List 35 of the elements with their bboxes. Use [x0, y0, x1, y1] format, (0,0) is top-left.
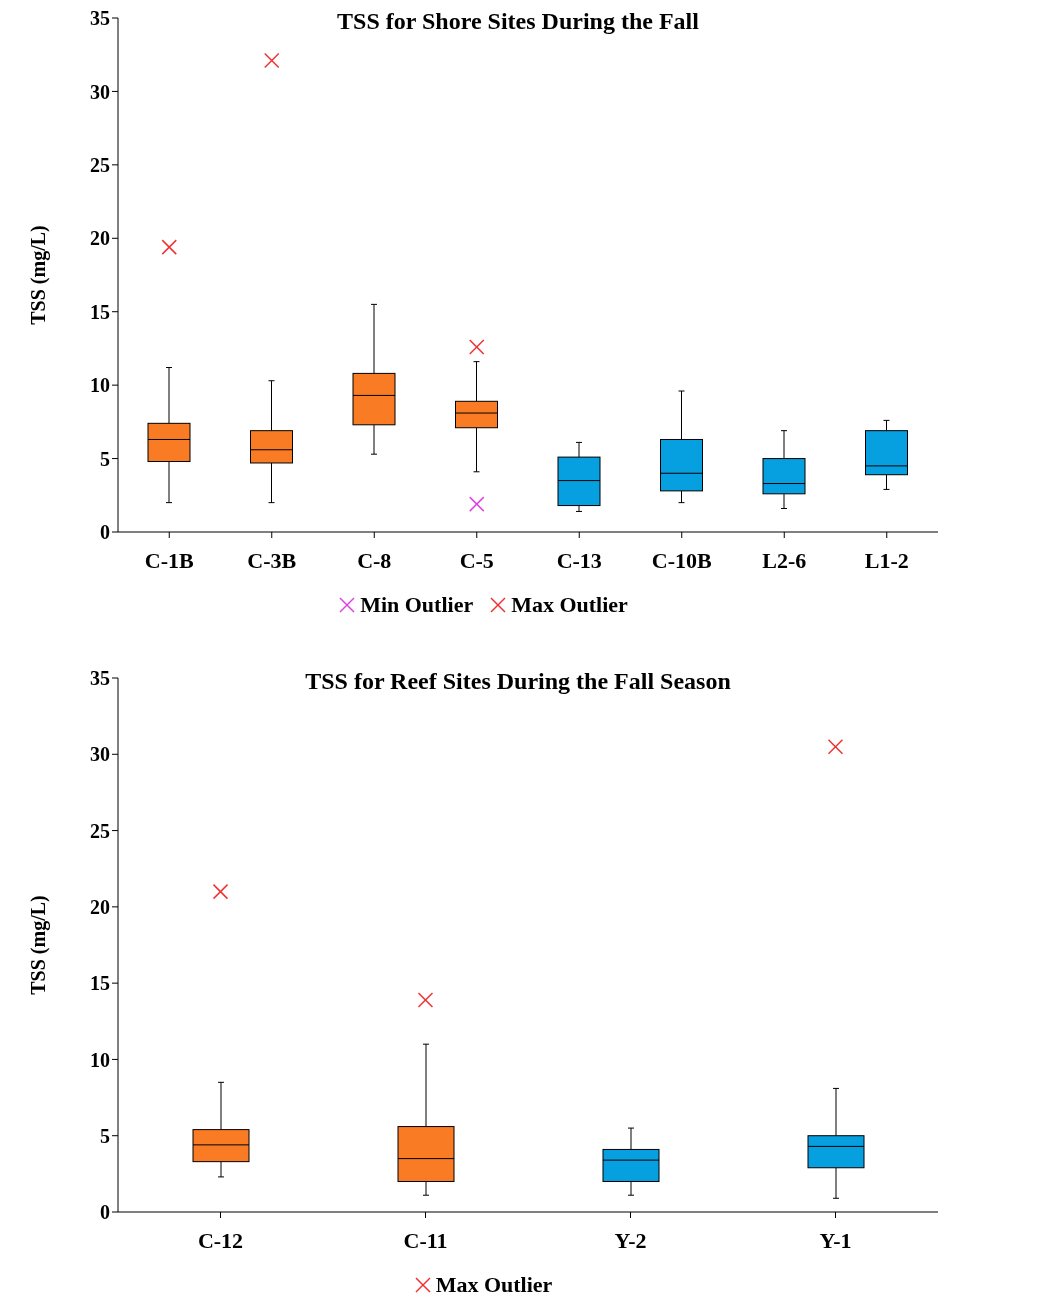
y-tick-label: 5 — [100, 1124, 110, 1147]
y-axis-title: TSS (mg/L) — [27, 895, 51, 995]
x-tick-label: C-3B — [247, 547, 297, 573]
x-tick-label: C-13 — [556, 547, 602, 573]
y-tick-label: 10 — [90, 374, 110, 397]
legend-label: Max Outlier — [510, 592, 628, 618]
y-tick-label: 5 — [100, 447, 110, 470]
y-tick-label: 20 — [90, 895, 110, 918]
y-tick-label: 25 — [90, 819, 110, 842]
y-tick-label: 20 — [90, 227, 110, 250]
y-tick-label: 0 — [100, 521, 110, 544]
y-tick-label: 35 — [90, 667, 110, 690]
legend-label: Min Outlier — [359, 592, 474, 618]
y-tick-label: 0 — [100, 1201, 110, 1224]
y-tick-label: 25 — [90, 153, 110, 176]
x-tick-label: C-1B — [144, 547, 195, 573]
chart-title: TSS for Shore Sites During the Fall — [337, 8, 699, 34]
y-tick-label: 15 — [90, 972, 110, 995]
x-tick-label: Y-2 — [614, 1227, 647, 1253]
y-tick-label: 15 — [90, 300, 110, 323]
y-tick-label: 30 — [90, 80, 110, 103]
x-tick-label: L1-2 — [864, 547, 909, 573]
x-tick-label: C-11 — [403, 1227, 448, 1253]
chart-title: TSS for Reef Sites During the Fall Season — [305, 668, 731, 694]
x-tick-label: C-10B — [651, 547, 713, 573]
x-tick-label: C-5 — [459, 547, 494, 573]
y-tick-label: 35 — [90, 7, 110, 30]
x-tick-label: C-8 — [357, 547, 392, 573]
y-tick-label: 10 — [90, 1048, 110, 1071]
y-axis-title: TSS (mg/L) — [27, 225, 51, 325]
legend-label: Max Outlier — [434, 1272, 553, 1298]
x-tick-label: C-12 — [197, 1227, 244, 1253]
x-tick-label: L2-6 — [762, 547, 807, 573]
x-tick-label: Y-1 — [819, 1227, 852, 1253]
y-tick-label: 30 — [90, 743, 110, 766]
